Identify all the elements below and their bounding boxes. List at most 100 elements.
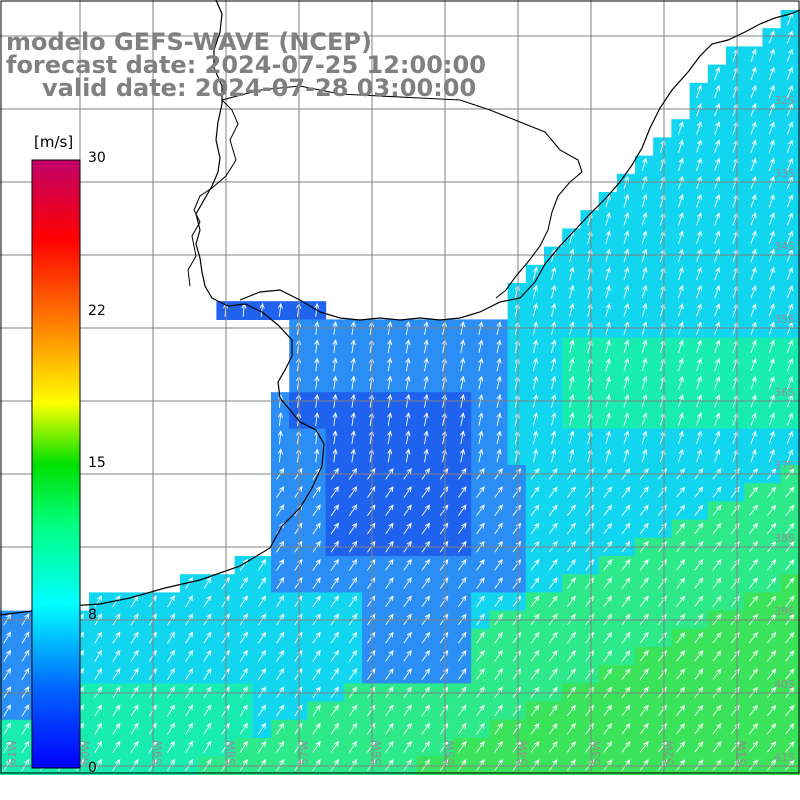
wind-arrow — [623, 266, 630, 281]
wind-arrow — [639, 722, 649, 735]
wind-arrow — [639, 668, 649, 680]
wind-arrow — [330, 577, 339, 589]
wind-arrow — [641, 230, 648, 244]
lat-label: 36S — [774, 386, 795, 399]
wind-arrow — [768, 66, 775, 80]
wind-arrow — [403, 522, 412, 535]
wind-arrow — [657, 559, 667, 571]
lon-label: 56W — [371, 740, 384, 765]
wind-arrow — [676, 486, 686, 498]
wind-arrow — [567, 559, 576, 571]
wind-arrow — [494, 577, 503, 589]
wind-arrow — [385, 486, 394, 498]
wind-arrow — [677, 357, 684, 372]
lon-label: 52W — [663, 740, 676, 765]
wind-arrow — [403, 631, 412, 644]
wind-arrow — [3, 667, 12, 681]
wind-arrow — [750, 230, 757, 244]
wind-arrow — [585, 631, 595, 644]
wind-arrow — [621, 504, 631, 516]
wind-arrow — [276, 649, 285, 662]
wind-arrow — [330, 504, 339, 517]
wind-arrow — [423, 375, 429, 390]
wind-arrow — [548, 631, 558, 644]
wind-arrow — [421, 577, 431, 589]
wind-arrow — [239, 631, 248, 644]
wind-arrow — [730, 631, 740, 644]
wind-arrow — [786, 103, 793, 117]
wind-arrow — [94, 722, 103, 735]
wind-arrow — [476, 558, 485, 571]
wind-arrow — [112, 722, 121, 735]
wind-arrow — [167, 722, 175, 735]
wind-arrow — [405, 448, 411, 463]
wind-arrow — [387, 339, 393, 354]
wind-arrow — [532, 266, 538, 281]
wind-arrow — [621, 722, 631, 735]
wind-arrow — [130, 649, 139, 662]
wind-arrow — [657, 631, 667, 644]
wind-arrow — [532, 412, 538, 426]
lat-label: 32S — [774, 94, 795, 107]
wind-arrow — [605, 212, 611, 226]
wind-arrow — [350, 357, 356, 372]
wind-arrow — [621, 650, 631, 662]
wind-arrow — [767, 722, 777, 735]
wind-arrow — [239, 649, 248, 662]
wind-arrow — [460, 448, 466, 463]
wind-arrow — [623, 448, 630, 463]
wind-arrow — [714, 121, 721, 135]
wind-arrow — [785, 650, 795, 662]
wind-arrow — [696, 248, 702, 262]
wind-arrow — [768, 266, 775, 281]
wind-arrow — [603, 722, 613, 735]
wind-arrow — [621, 522, 631, 535]
wind-arrow — [403, 577, 412, 589]
wind-arrow — [330, 486, 339, 498]
wind-arrow — [714, 285, 721, 299]
wind-arrow — [112, 595, 121, 608]
wind-arrow — [696, 376, 702, 390]
wind-arrow — [750, 175, 757, 190]
wind-arrow — [768, 357, 775, 372]
field-cell — [0, 719, 17, 739]
wind-arrow — [460, 375, 466, 390]
wind-arrow — [750, 266, 757, 281]
wind-arrow — [130, 740, 139, 753]
wind-arrow — [605, 230, 611, 244]
wind-arrow — [567, 577, 576, 589]
wind-arrow — [3, 631, 12, 644]
wind-arrow — [785, 704, 795, 717]
wind-arrow — [730, 650, 740, 662]
wind-arrow — [421, 740, 431, 753]
wind-arrow — [786, 212, 793, 226]
wind-arrow — [750, 84, 757, 99]
wind-arrow — [785, 631, 795, 644]
wind-arrow — [551, 448, 557, 463]
wind-arrow — [750, 212, 757, 226]
wind-arrow — [712, 704, 722, 717]
wind-arrow — [476, 595, 485, 608]
lat-label: 39S — [774, 605, 795, 618]
wind-arrow — [767, 522, 777, 535]
wind-arrow — [130, 758, 139, 772]
wind-arrow — [548, 741, 558, 753]
wind-arrow — [530, 559, 540, 571]
wind-arrow — [257, 722, 267, 735]
wind-arrow — [312, 522, 321, 535]
wind-arrow — [768, 121, 775, 135]
wind-arrow — [785, 595, 795, 607]
wind-arrow — [714, 139, 721, 153]
wind-arrow — [203, 668, 212, 680]
wind-arrow — [530, 650, 540, 662]
wind-arrow — [530, 668, 540, 680]
wind-arrow — [548, 759, 558, 771]
colorbar-tick-8: 8 — [88, 607, 97, 623]
wind-arrow — [677, 175, 684, 190]
wind-arrow — [786, 376, 793, 390]
wind-arrow — [748, 504, 758, 516]
wind-arrow — [585, 522, 595, 535]
wind-arrow — [167, 740, 175, 753]
wind-arrow — [785, 741, 795, 753]
wind-arrow — [676, 759, 686, 771]
